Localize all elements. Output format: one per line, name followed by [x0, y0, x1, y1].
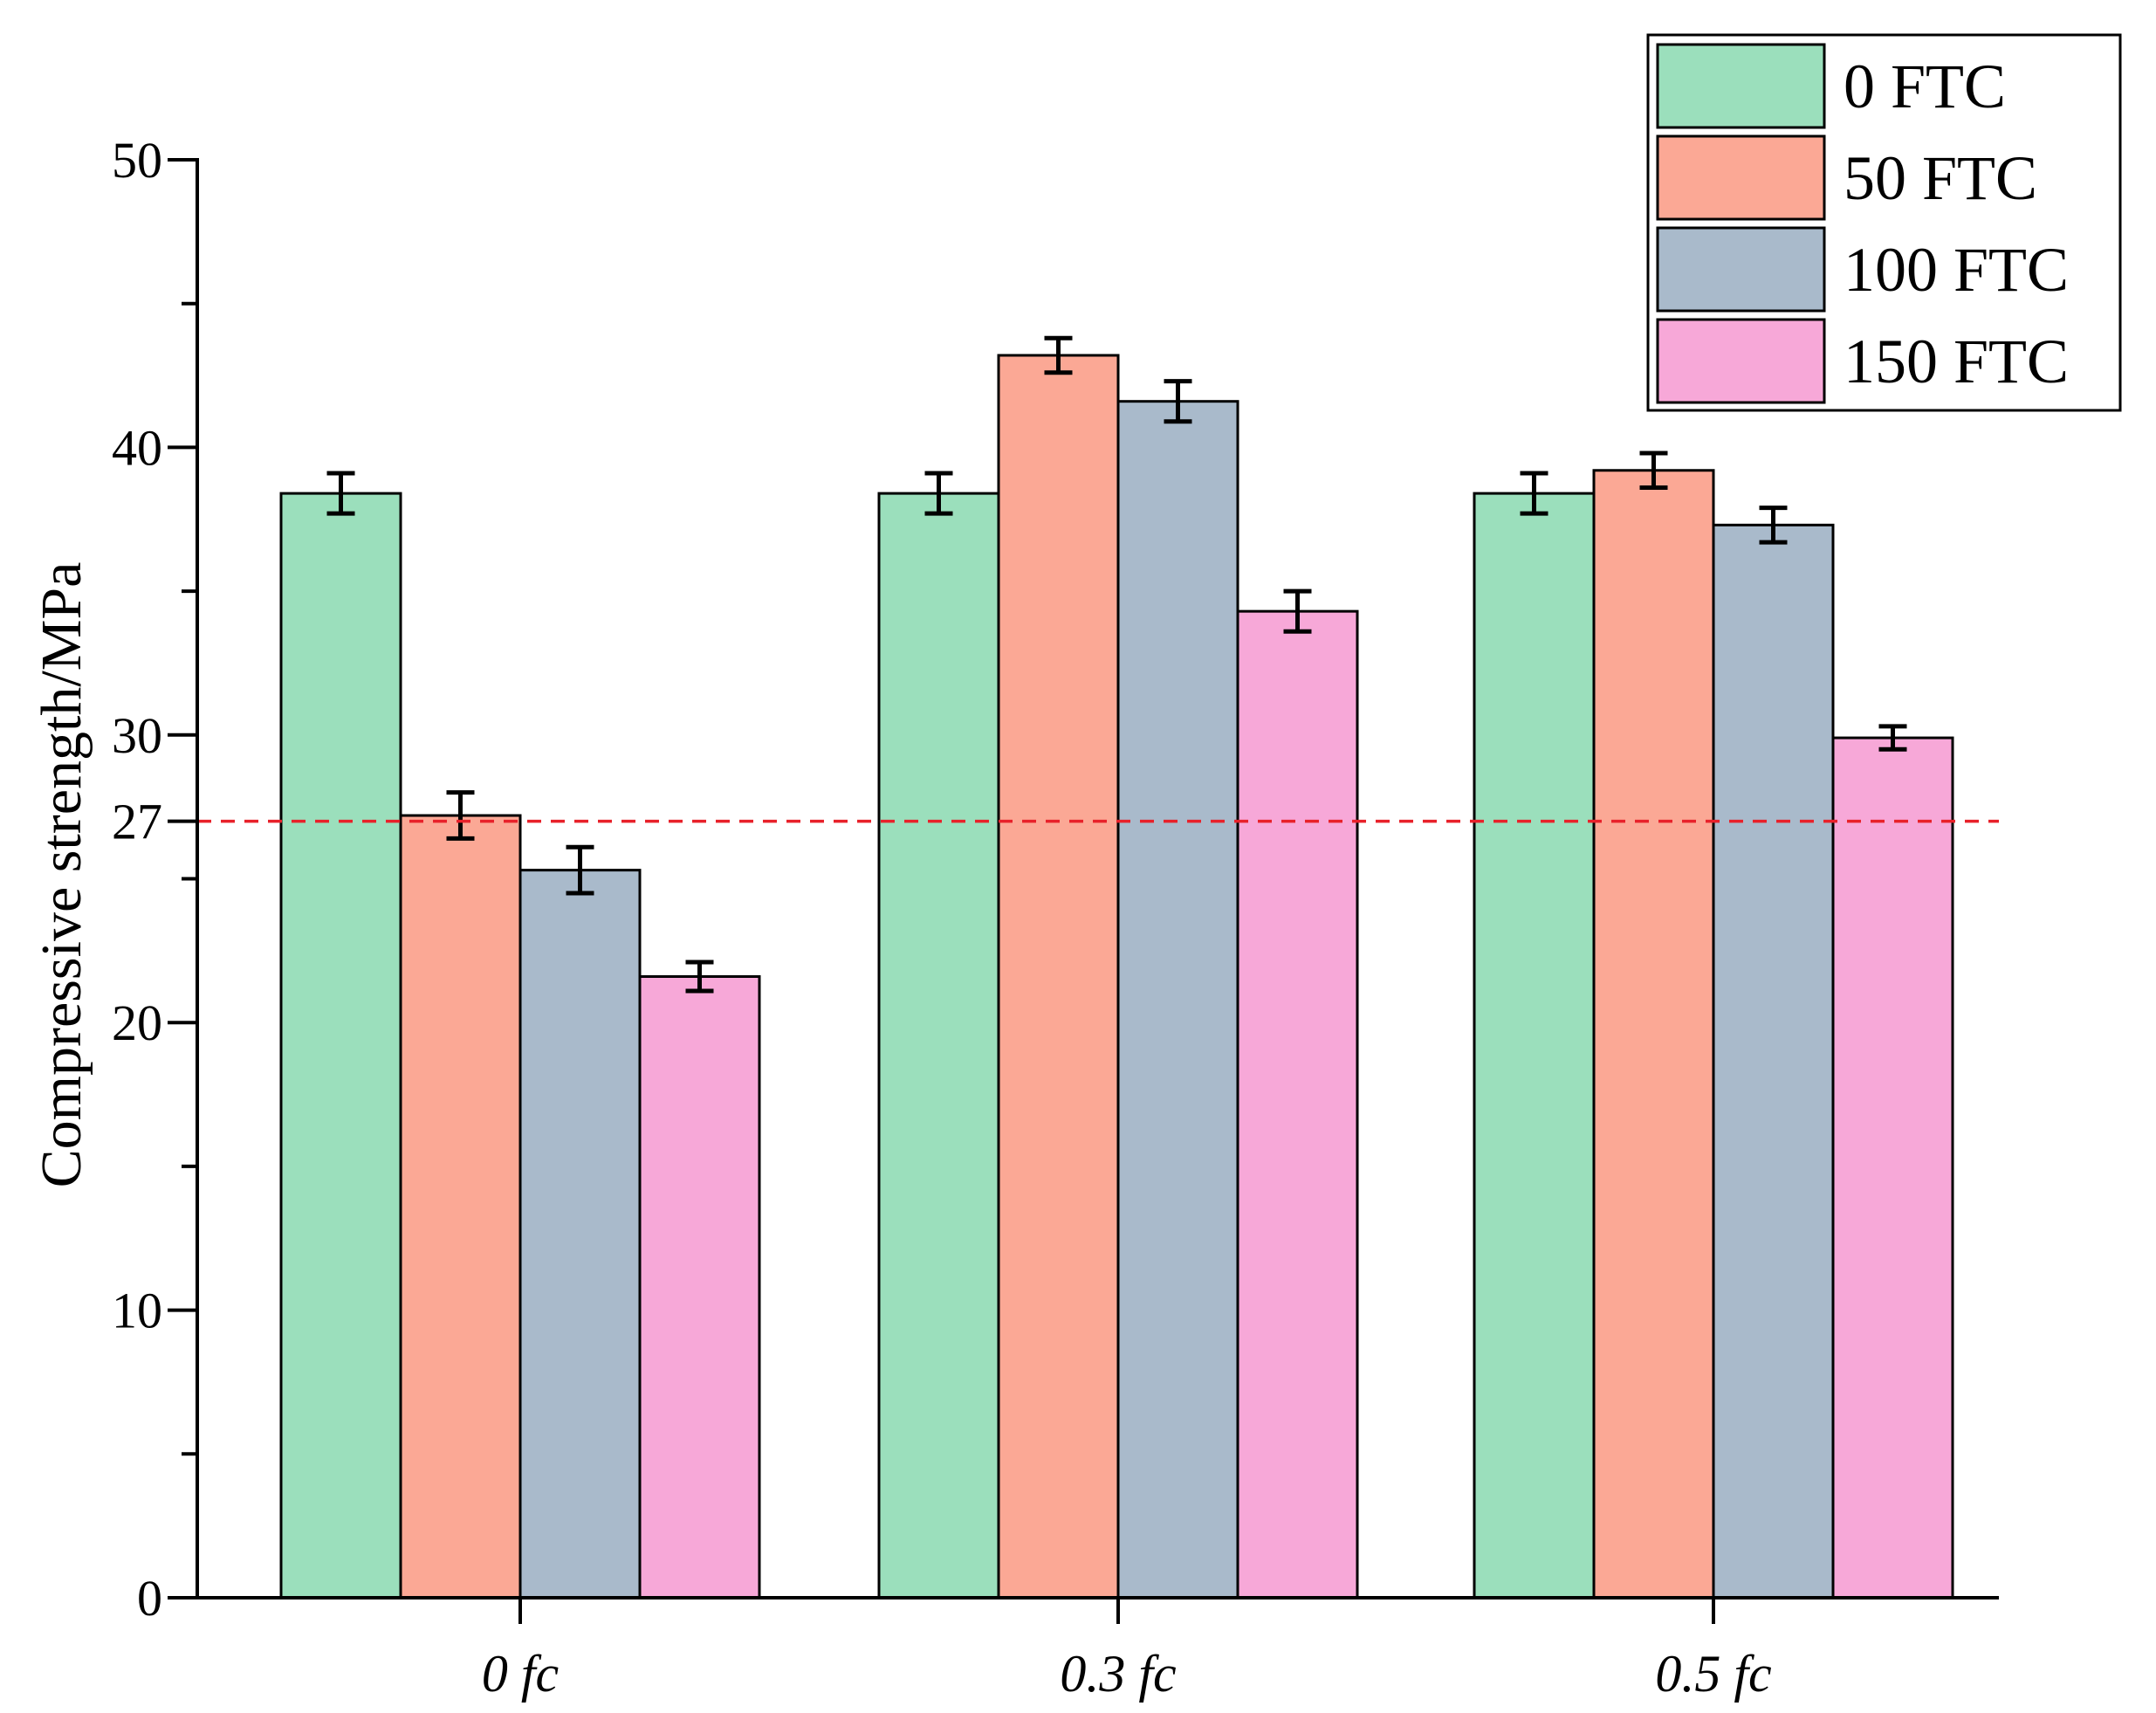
legend-swatch [1656, 318, 1826, 404]
error-bar [685, 960, 714, 994]
y-tick-label: 20 [112, 994, 162, 1051]
bar [1116, 400, 1239, 1599]
legend-label: 150 FTC [1844, 327, 2069, 396]
bar [1592, 469, 1715, 1599]
legend: 0 FTC 50 FTC 100 FTC 150 FTC [1646, 33, 2122, 412]
bar [997, 354, 1120, 1599]
legend-swatch [1656, 134, 1826, 221]
y-tick-label: 10 [112, 1283, 162, 1339]
legend-swatch [1656, 43, 1826, 129]
error-bar [1639, 451, 1668, 491]
x-tick-label-number: 0 [482, 1645, 521, 1703]
bars-layer [279, 354, 1954, 1599]
x-tick-label: 0 fc [482, 1645, 559, 1703]
y-tick-label: 40 [112, 419, 162, 476]
bar [1236, 609, 1359, 1599]
x-tick-label-unit: fc [1138, 1645, 1176, 1703]
x-tick-label-number: 0.5 [1655, 1645, 1734, 1703]
bar [518, 869, 642, 1599]
bar [279, 492, 402, 1599]
x-tick-label-unit: fc [1734, 1645, 1771, 1703]
y-tick-label: 30 [112, 707, 162, 764]
y-tick-label: 0 [137, 1570, 162, 1627]
error-bar [1520, 471, 1548, 516]
x-tick-label-unit: fc [521, 1645, 559, 1703]
error-bars-layer [326, 335, 1907, 994]
error-bar [446, 790, 475, 841]
axes-layer [168, 158, 1999, 1624]
bar [1712, 523, 1835, 1599]
error-bar [1878, 724, 1907, 752]
error-bar [566, 844, 594, 896]
error-bar [326, 471, 355, 516]
bar [1831, 736, 1954, 1599]
legend-swatch [1656, 226, 1826, 313]
error-bar [1164, 379, 1192, 424]
legend-label: 100 FTC [1844, 235, 2069, 305]
y-tick-label: 50 [112, 132, 162, 189]
y-tick-label: 27 [112, 794, 162, 850]
error-bar [1044, 335, 1073, 375]
error-bar [1759, 506, 1788, 545]
x-tick-label-number: 0.3 [1060, 1645, 1138, 1703]
legend-label: 0 FTC [1844, 52, 2006, 121]
bar [877, 492, 1000, 1599]
y-axis-title: Compressive strength/MPa [30, 562, 93, 1188]
x-tick-label: 0.3 fc [1060, 1645, 1176, 1703]
bar [399, 814, 522, 1599]
bar [1473, 492, 1596, 1599]
x-tick-label: 0.5 fc [1655, 1645, 1771, 1703]
error-bar [924, 471, 953, 516]
legend-label: 50 FTC [1844, 143, 2037, 213]
bar [638, 974, 761, 1599]
error-bar [1283, 588, 1312, 634]
